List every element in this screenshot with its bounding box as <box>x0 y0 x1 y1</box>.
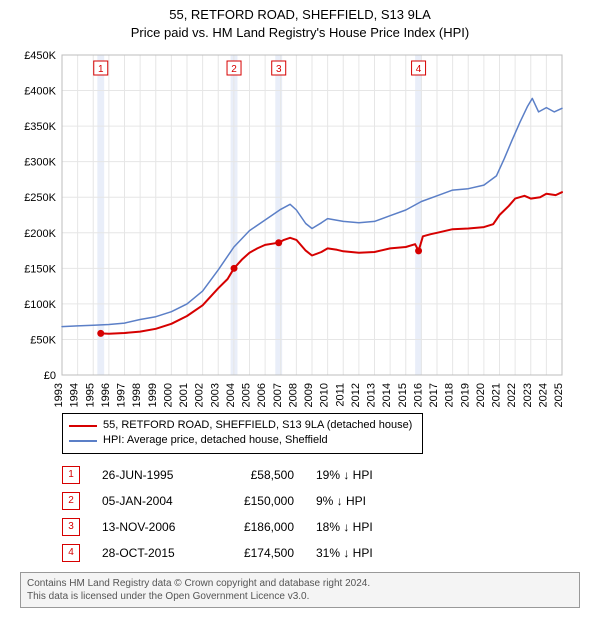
svg-text:2018: 2018 <box>444 383 456 407</box>
sale-date: 28-OCT-2015 <box>102 546 202 560</box>
sale-diff: 18% ↓ HPI <box>316 520 406 534</box>
svg-text:1997: 1997 <box>116 383 128 407</box>
sale-price: £58,500 <box>224 468 294 482</box>
sale-marker: 1 <box>62 466 80 484</box>
svg-text:£450K: £450K <box>24 50 56 62</box>
svg-text:2019: 2019 <box>459 383 471 407</box>
legend: 55, RETFORD ROAD, SHEFFIELD, S13 9LA (de… <box>62 413 423 454</box>
svg-text:£150K: £150K <box>24 263 56 275</box>
sale-row: 2 05-JAN-2004 £150,000 9% ↓ HPI <box>62 488 590 514</box>
svg-text:£0: £0 <box>44 370 56 382</box>
svg-text:2025: 2025 <box>553 383 565 407</box>
sale-date: 13-NOV-2006 <box>102 520 202 534</box>
sale-diff: 19% ↓ HPI <box>316 468 406 482</box>
svg-text:2010: 2010 <box>319 383 331 407</box>
svg-text:2014: 2014 <box>381 383 393 407</box>
svg-text:1999: 1999 <box>147 383 159 407</box>
legend-label: 55, RETFORD ROAD, SHEFFIELD, S13 9LA (de… <box>103 418 412 433</box>
sale-row: 4 28-OCT-2015 £174,500 31% ↓ HPI <box>62 540 590 566</box>
svg-text:2003: 2003 <box>209 383 221 407</box>
footer-line-1: Contains HM Land Registry data © Crown c… <box>27 577 573 590</box>
sale-diff: 31% ↓ HPI <box>316 546 406 560</box>
svg-text:£200K: £200K <box>24 228 56 240</box>
svg-text:2004: 2004 <box>225 383 237 407</box>
svg-text:2007: 2007 <box>272 383 284 407</box>
svg-text:4: 4 <box>416 64 422 75</box>
svg-text:2012: 2012 <box>350 383 362 407</box>
svg-text:3: 3 <box>276 64 282 75</box>
svg-text:1995: 1995 <box>84 383 96 407</box>
svg-text:2024: 2024 <box>537 383 549 407</box>
legend-swatch <box>69 440 97 442</box>
svg-text:£50K: £50K <box>30 335 56 347</box>
legend-item: HPI: Average price, detached house, Shef… <box>69 433 412 448</box>
svg-text:1994: 1994 <box>69 383 81 407</box>
svg-text:2006: 2006 <box>256 383 268 407</box>
svg-text:2009: 2009 <box>303 383 315 407</box>
svg-text:2001: 2001 <box>178 383 190 407</box>
sale-diff: 9% ↓ HPI <box>316 494 406 508</box>
svg-text:£250K: £250K <box>24 192 56 204</box>
chart-svg: £0 £50K £100K £150K £200K £250K £300K £350K £400… <box>10 47 570 409</box>
svg-text:2011: 2011 <box>334 383 346 407</box>
legend-item: 55, RETFORD ROAD, SHEFFIELD, S13 9LA (de… <box>69 418 412 433</box>
svg-text:£300K: £300K <box>24 157 56 169</box>
svg-text:2015: 2015 <box>397 383 409 407</box>
svg-text:2013: 2013 <box>366 383 378 407</box>
svg-text:2000: 2000 <box>162 383 174 407</box>
svg-text:2023: 2023 <box>522 383 534 407</box>
sale-marker: 4 <box>62 544 80 562</box>
svg-text:2: 2 <box>231 64 237 75</box>
sale-row: 3 13-NOV-2006 £186,000 18% ↓ HPI <box>62 514 590 540</box>
footer-line-2: This data is licensed under the Open Gov… <box>27 590 573 603</box>
svg-text:2016: 2016 <box>412 383 424 407</box>
svg-text:1998: 1998 <box>131 383 143 407</box>
svg-text:2017: 2017 <box>428 383 440 407</box>
svg-text:2021: 2021 <box>491 383 503 407</box>
svg-text:1: 1 <box>98 64 104 75</box>
sale-price: £150,000 <box>224 494 294 508</box>
svg-text:£100K: £100K <box>24 299 56 311</box>
sale-date: 05-JAN-2004 <box>102 494 202 508</box>
svg-text:2002: 2002 <box>194 383 206 407</box>
svg-text:£350K: £350K <box>24 121 56 133</box>
sale-date: 26-JUN-1995 <box>102 468 202 482</box>
title-line-1: 55, RETFORD ROAD, SHEFFIELD, S13 9LA <box>10 6 590 24</box>
sale-price: £174,500 <box>224 546 294 560</box>
sales-table: 1 26-JUN-1995 £58,500 19% ↓ HPI 2 05-JAN-2004… <box>62 462 590 566</box>
legend-swatch <box>69 425 97 427</box>
sale-row: 1 26-JUN-1995 £58,500 19% ↓ HPI <box>62 462 590 488</box>
svg-text:£400K: £400K <box>24 86 56 98</box>
svg-text:2022: 2022 <box>506 383 518 407</box>
sale-marker: 2 <box>62 492 80 510</box>
sale-marker: 3 <box>62 518 80 536</box>
title-line-2: Price paid vs. HM Land Registry's House … <box>10 24 590 42</box>
svg-text:1996: 1996 <box>100 383 112 407</box>
svg-text:1993: 1993 <box>53 383 65 407</box>
legend-label: HPI: Average price, detached house, Shef… <box>103 433 328 448</box>
footer-attribution: Contains HM Land Registry data © Crown c… <box>20 572 580 608</box>
svg-text:2020: 2020 <box>475 383 487 407</box>
sale-price: £186,000 <box>224 520 294 534</box>
svg-text:2005: 2005 <box>241 383 253 407</box>
svg-text:2008: 2008 <box>287 383 299 407</box>
chart: £0 £50K £100K £150K £200K £250K £300K £350K £400… <box>10 47 570 409</box>
